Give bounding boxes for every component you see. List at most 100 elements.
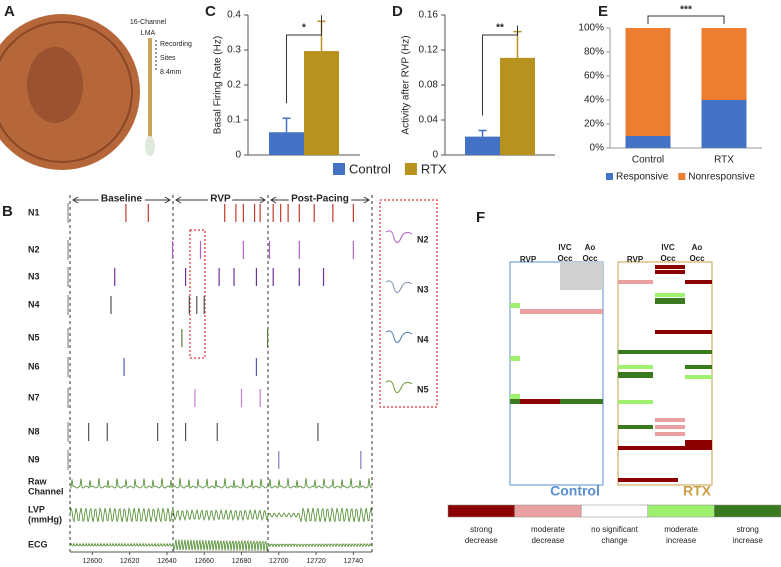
sites-label: Recording (160, 41, 192, 48)
waveform (69, 507, 373, 523)
waveform-template (385, 330, 413, 343)
bar (500, 57, 535, 155)
trace-label: LVP (28, 504, 45, 514)
x-tick-label: 12720 (306, 558, 326, 565)
significance-bracket (286, 15, 322, 104)
y-axis-label: Activity after RVP (Hz) (401, 35, 412, 134)
scale-label: strong (737, 525, 759, 534)
legend-swatch (333, 163, 345, 175)
y-tick-label: 0 (432, 150, 438, 161)
stripe (655, 293, 685, 297)
panel-letter: F (476, 209, 485, 226)
trace-label: (mmHg) (28, 514, 62, 524)
panel-letter: E (598, 3, 608, 20)
scale-label: increase (733, 536, 764, 545)
stripe (560, 262, 603, 290)
x-tick-label: 12620 (120, 558, 140, 565)
stripe (655, 265, 685, 269)
phase-label: Baseline (101, 194, 143, 205)
panel-letter: D (392, 3, 403, 20)
control-box (509, 261, 604, 486)
panel-letter: A (4, 3, 15, 20)
penny-rim (0, 21, 133, 163)
legend-swatch (606, 173, 613, 180)
scale-swatch (647, 504, 715, 518)
stripe (685, 280, 712, 284)
y-tick-label: 100% (578, 23, 604, 34)
y-tick-label: 20% (584, 119, 604, 130)
significance-bracket (482, 25, 518, 116)
x-tick-label: 12600 (83, 558, 103, 565)
significance-bracket (647, 15, 725, 24)
stripe (655, 330, 712, 334)
x-tick-label: RTX (714, 155, 734, 166)
stripe (510, 356, 520, 361)
probe-label: 16-Channel (130, 19, 167, 26)
column-header: Occ (582, 254, 598, 263)
y-tick-label: 0.08 (419, 80, 439, 91)
stripe (510, 399, 520, 404)
scale-label: no significant (591, 525, 638, 534)
legend-label: Responsive (616, 172, 669, 183)
highlight-box (189, 229, 206, 359)
bar-segment (625, 136, 671, 148)
stripe (655, 425, 685, 429)
y-tick-label: 60% (584, 71, 604, 82)
scale-label: moderate (664, 525, 698, 534)
phase-arrow (270, 196, 370, 204)
waveform (69, 477, 373, 489)
y-tick-label: 0.12 (419, 45, 439, 56)
column-header: IVC (661, 243, 675, 252)
stripe (618, 425, 653, 429)
significance: * (302, 23, 306, 34)
scale-label: decrease (465, 536, 498, 545)
column-header: Occ (557, 254, 573, 263)
stripe (520, 399, 560, 404)
row-label: N5 (28, 332, 40, 342)
stripe (655, 298, 685, 304)
stripe (618, 350, 712, 354)
phase-label: RVP (210, 194, 231, 205)
stripe (618, 478, 678, 482)
inset-label: N2 (417, 234, 429, 244)
sites-label: Sites (160, 55, 176, 62)
stripe (618, 280, 653, 284)
legend-label: Nonresponsive (688, 172, 755, 183)
trace-label: Raw (28, 476, 48, 486)
heatmap-stripes (510, 262, 712, 482)
row-label: N1 (28, 207, 40, 217)
panel-letter: B (2, 203, 13, 220)
scale-swatch (447, 504, 515, 518)
y-tick-label: 0% (590, 143, 605, 154)
stripe (520, 309, 603, 314)
scale-label: increase (666, 536, 697, 545)
scale-swatch (714, 504, 781, 518)
waveform-template (385, 280, 413, 293)
y-tick-label: 0.1 (227, 115, 241, 126)
x-tick-label: Control (632, 155, 664, 166)
probe (148, 38, 152, 138)
scale-swatch (580, 504, 649, 518)
scale-label: decrease (531, 536, 564, 545)
probe-base (145, 136, 155, 156)
significance: *** (680, 5, 692, 16)
y-tick-label: 0.3 (227, 45, 241, 56)
column-header: Ao (585, 243, 596, 252)
column-header: Ao (692, 243, 703, 252)
phase-label: Post-Pacing (291, 194, 349, 205)
inset-box (379, 199, 438, 408)
waveform-template (385, 230, 413, 243)
column-header: IVC (558, 243, 572, 252)
scale-label: strong (470, 525, 492, 534)
waveform-template (385, 380, 413, 393)
sites-label: 8.4mm (160, 69, 182, 76)
x-tick-label: 12680 (232, 558, 252, 565)
row-label: N9 (28, 454, 40, 464)
x-tick-label: 12640 (157, 558, 177, 565)
y-axis-label: Basal Firing Rate (Hz) (213, 36, 224, 134)
row-label: N8 (28, 426, 40, 436)
stripe (618, 372, 653, 378)
significance: ** (496, 23, 504, 34)
inset-label: N4 (417, 334, 429, 344)
